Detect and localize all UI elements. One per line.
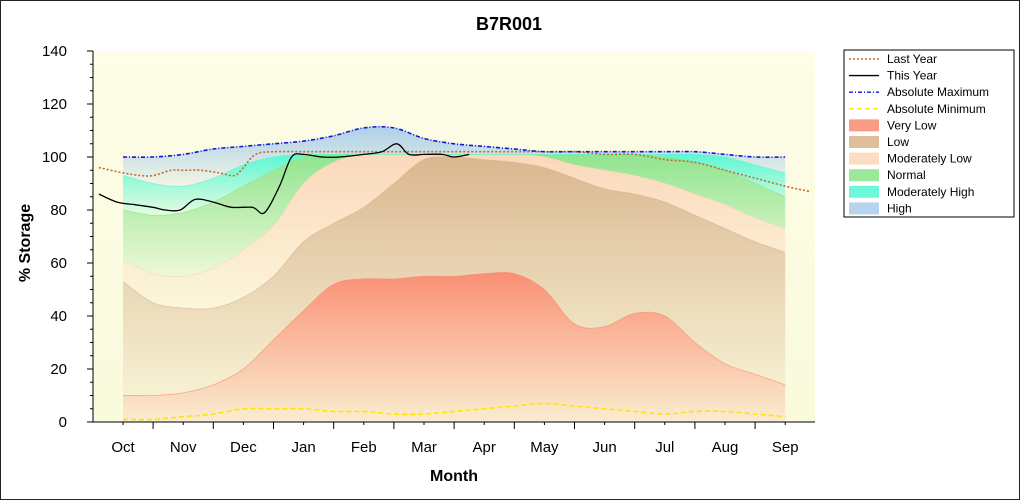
x-tick-label: Dec [230,439,257,456]
legend: Last Year This Year Absolute Maximum Absolu… [843,49,1015,218]
bands-layer [122,126,786,422]
legend-label-moderately-high: Moderately High [887,185,974,199]
legend-label-absolute-maximum: Absolute Maximum [887,85,989,99]
band-normal [123,153,786,277]
y-tick-label: 140 [42,43,67,60]
x-tick-label: Apr [473,439,496,456]
legend-label-low: Low [887,135,909,149]
series-absolute-maximum [122,125,786,158]
y-tick-label: 120 [42,96,67,113]
legend-label-high: High [887,201,912,215]
y-tick-label: 20 [50,361,67,378]
y-tick-label: 60 [50,255,67,272]
legend-label-normal: Normal [887,168,926,182]
band-edge-very-low [122,271,786,397]
x-tick-label: Aug [712,439,739,456]
legend-label-absolute-minimum: Absolute Minimum [887,102,986,116]
x-tick-label: Jun [593,439,617,456]
band-edge-moderately-high [122,153,786,187]
x-tick-label: Feb [351,439,377,456]
series-absolute-minimum [122,402,786,421]
chart-title: B7R001 [476,14,542,34]
y-tick-label: 80 [50,202,67,219]
axes-layer: 0 20 40 60 80 100 120 140 Oct Nov Dec Jan Feb Mar Apr M… [42,43,815,456]
legend-swatch-normal [849,169,879,182]
series-this-year [98,143,470,215]
legend-swatch-very-low [849,119,879,132]
legend-label-last-year: Last Year [887,52,937,66]
lines-layer [98,125,810,421]
series-last-year [98,150,810,193]
band-moderately-low [123,153,786,310]
legend-label-moderately-low: Moderately Low [887,152,972,166]
band-very-low [123,272,786,422]
y-tick-label: 40 [50,308,67,325]
y-tick-label: 100 [42,149,67,166]
x-axis-label: Month [430,468,478,485]
legend-label-this-year: This Year [887,69,937,83]
x-tick-label: Jul [655,439,674,456]
x-tick-label: Mar [411,439,437,456]
x-tick-label: Nov [170,439,197,456]
x-tick-label: Oct [111,439,135,456]
legend-swatch-moderately-low [849,152,879,165]
band-high [123,126,786,187]
x-tick-label: Sep [772,439,799,456]
legend-label-very-low: Very Low [887,118,937,132]
band-moderately-high [123,154,786,216]
y-axis-label: % Storage [17,204,34,282]
x-tick-label: Jan [292,439,316,456]
y-tick-label: 0 [59,414,67,431]
legend-swatch-high [849,202,879,215]
legend-swatch-moderately-high [849,185,879,198]
x-tick-label: May [530,439,559,456]
legend-swatch-low [849,136,879,148]
